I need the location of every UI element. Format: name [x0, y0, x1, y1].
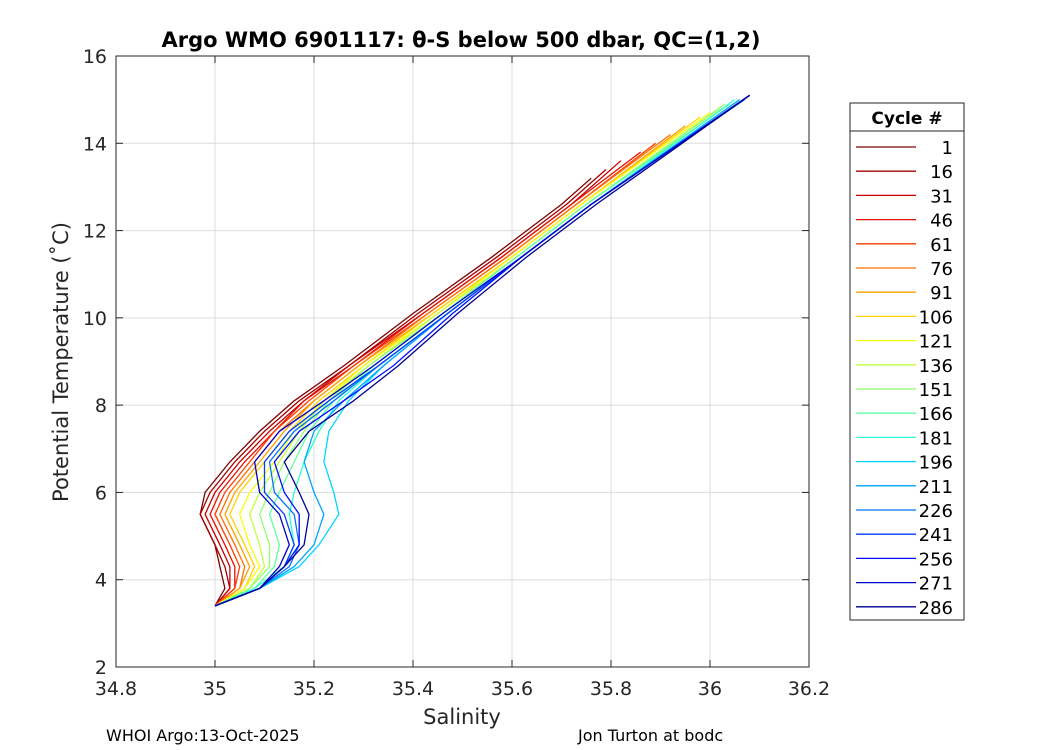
legend-label-cycle-196: 196 [919, 453, 953, 474]
legend-label-cycle-181: 181 [919, 428, 953, 449]
y-tick-label: 10 [83, 308, 107, 330]
series-line-cycle-121 [214, 112, 711, 607]
y-tick-label: 14 [83, 133, 107, 155]
legend-title: Cycle # [871, 109, 942, 129]
series-line-cycle-46 [209, 151, 642, 607]
legend-label-cycle-226: 226 [919, 501, 953, 522]
x-tick-label: 35.2 [293, 678, 335, 700]
legend-label-cycle-136: 136 [919, 356, 953, 377]
chart-title: Argo WMO 6901117: θ-S below 500 dbar, QC… [162, 28, 761, 52]
legend-label-cycle-46: 46 [930, 211, 953, 232]
legend-label-cycle-256: 256 [919, 549, 953, 570]
series-line-cycle-1 [199, 177, 592, 607]
y-tick-label: 4 [95, 570, 107, 592]
legend-label-cycle-211: 211 [919, 477, 953, 498]
legend-label-cycle-151: 151 [919, 380, 953, 401]
series-line-cycle-286 [214, 94, 750, 607]
legend-label-cycle-16: 16 [930, 162, 953, 183]
y-tick-label: 6 [95, 482, 107, 504]
legend-label-cycle-166: 166 [919, 404, 953, 425]
y-tick-label: 16 [83, 46, 107, 68]
legend-label-cycle-121: 121 [919, 332, 953, 353]
plot-area [116, 56, 809, 667]
legend-label-cycle-76: 76 [930, 259, 953, 280]
x-tick-label: 35.6 [491, 678, 533, 700]
tick-layer: 34.8 35 35.2 35.4 35.6 35.8 36 36.2 2 4 6 8 10 12 14 16 [83, 46, 830, 700]
grid-lines [115, 55, 810, 668]
legend-label-cycle-241: 241 [919, 525, 953, 546]
series-line-cycle-271 [214, 94, 750, 607]
legend: Cycle # 11631466176911061211361511661811… [849, 102, 965, 621]
y-tick-label: 2 [95, 657, 107, 679]
legend-label-cycle-1: 1 [942, 138, 953, 159]
y-axis-label: Potential Temperature (˚C) [49, 222, 73, 502]
plot-frame [115, 55, 810, 668]
x-tick-label: 36.2 [788, 678, 830, 700]
x-tick-label: 35.8 [590, 678, 632, 700]
x-tick-label: 34.8 [95, 678, 137, 700]
x-tick-label: 35.4 [392, 678, 434, 700]
legend-label-cycle-286: 286 [919, 598, 953, 619]
x-tick-label: 35 [203, 678, 227, 700]
legend-label-cycle-61: 61 [930, 235, 953, 256]
legend-label-cycle-271: 271 [919, 574, 953, 595]
legend-entries: 1 16 31 46 61 76 91 106 121 136 151 166 181 196 211 226… [856, 138, 953, 619]
series-line-cycle-166 [214, 103, 731, 607]
legend-label-cycle-91: 91 [930, 283, 953, 304]
x-tick-label: 36 [698, 678, 722, 700]
series-line-cycle-16 [199, 169, 607, 607]
x-axis-label: Salinity [423, 705, 501, 729]
y-tick-label: 8 [95, 395, 107, 417]
footer-credit-left: WHOI Argo:13-Oct-2025 [106, 726, 300, 745]
series-layer [199, 94, 750, 607]
y-tick-label: 12 [83, 221, 107, 243]
footer-credit-right: Jon Turton at bodc [578, 726, 724, 745]
legend-label-cycle-31: 31 [930, 186, 953, 207]
legend-label-cycle-106: 106 [919, 307, 953, 328]
